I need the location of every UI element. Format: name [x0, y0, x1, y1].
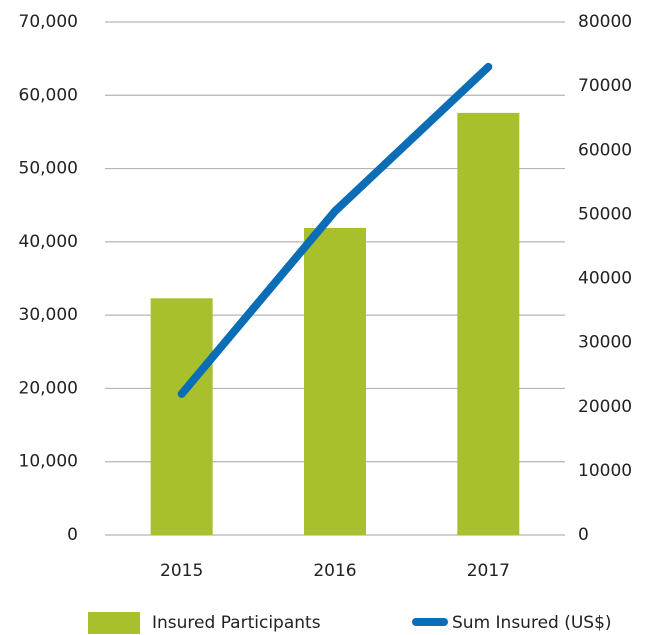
legend-label: Sum Insured (US$) — [452, 613, 612, 633]
y2-tick-label: 20000 — [578, 397, 632, 417]
legend-swatch — [88, 612, 140, 634]
y2-tick-label: 30000 — [578, 333, 632, 353]
x-tick-label: 2015 — [160, 561, 203, 581]
y-tick-label: 0 — [67, 525, 78, 545]
y-tick-label: 50,000 — [19, 159, 78, 179]
y-tick-label: 10,000 — [19, 452, 78, 472]
bar — [304, 227, 366, 535]
y-tick-label: 70,000 — [19, 12, 78, 32]
y-tick-label: 30,000 — [19, 305, 78, 325]
x-tick-label: 2017 — [467, 561, 510, 581]
line — [177, 62, 493, 398]
legend-label: Insured Participants — [152, 613, 321, 633]
y2-tick-label: 0 — [578, 525, 589, 545]
y-tick-label: 20,000 — [19, 378, 78, 398]
bar — [150, 298, 213, 535]
y-tick-label: 40,000 — [19, 232, 78, 252]
y-tick-label: 60,000 — [19, 85, 78, 105]
y2-tick-label: 50000 — [578, 204, 632, 224]
x-tick-label: 2016 — [313, 561, 356, 581]
bar — [457, 112, 520, 536]
y2-tick-label: 80000 — [578, 12, 632, 32]
y2-tick-label: 10000 — [578, 461, 632, 481]
y2-tick-label: 70000 — [578, 76, 632, 96]
y2-tick-label: 60000 — [578, 140, 632, 160]
y2-tick-label: 40000 — [578, 269, 632, 289]
